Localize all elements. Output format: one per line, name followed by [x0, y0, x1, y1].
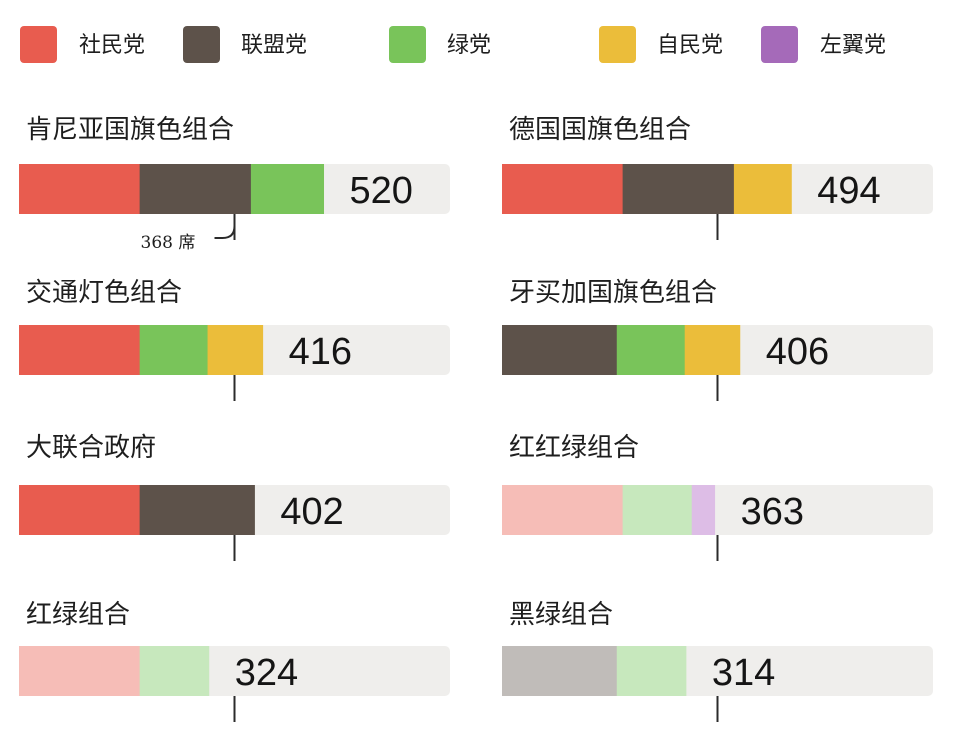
coalition-title: 黑绿组合: [509, 600, 613, 630]
legend-label-1: 社民党: [79, 33, 145, 58]
bar-segment: [139, 164, 252, 214]
coalition-total: 324: [235, 652, 298, 694]
legend-label-2: 联盟党: [241, 33, 307, 58]
bar-segment: [139, 646, 210, 696]
legend-swatch-5: [761, 26, 798, 63]
bar-segment: [684, 325, 741, 375]
bar-segment: [207, 325, 264, 375]
coalition-title: 德国国旗色组合: [509, 115, 691, 145]
coalition-total: 520: [350, 170, 413, 212]
legend-swatch-1: [20, 26, 57, 63]
coalition-total: 363: [741, 491, 804, 533]
bar-segment: [502, 325, 618, 375]
coalition-title: 红红绿组合: [509, 433, 639, 463]
legend-label-3: 绿党: [447, 33, 491, 58]
legend-swatch-4: [599, 26, 636, 63]
bar-segment: [616, 325, 686, 375]
bar-segment: [502, 485, 624, 535]
coalition-total: 494: [817, 170, 880, 212]
bar-segment: [250, 164, 325, 214]
coalition-total: 402: [280, 491, 343, 533]
coalition-title: 牙买加国旗色组合: [509, 278, 717, 308]
bar-segment: [19, 646, 141, 696]
legend-label-4: 自民党: [657, 33, 723, 58]
bar-segment: [502, 646, 618, 696]
majority-callout: [214, 225, 236, 239]
bar-segment: [502, 164, 624, 214]
bar-segment: [139, 485, 255, 535]
bar-segment: [139, 325, 209, 375]
bar-segment: [691, 485, 716, 535]
bar-segment: [19, 164, 141, 214]
bar-segment: [622, 164, 735, 214]
bar-segment: [733, 164, 792, 214]
legend-swatch-2: [183, 26, 220, 63]
coalition-total: 314: [712, 652, 775, 694]
coalition-title: 交通灯色组合: [26, 278, 182, 308]
legend-swatch-3: [389, 26, 426, 63]
coalition-title: 肯尼亚国旗色组合: [26, 115, 234, 145]
coalition-total: 406: [766, 331, 829, 373]
legend-label-5: 左翼党: [820, 33, 886, 58]
bar-segment: [19, 485, 141, 535]
coalition-title: 大联合政府: [26, 433, 156, 463]
bar-segment: [19, 325, 141, 375]
coalition-total: 416: [289, 331, 352, 373]
majority-label: 368 席: [141, 233, 196, 253]
coalition-title: 红绿组合: [26, 600, 130, 630]
bar-segment: [622, 485, 693, 535]
bar-segment: [616, 646, 687, 696]
